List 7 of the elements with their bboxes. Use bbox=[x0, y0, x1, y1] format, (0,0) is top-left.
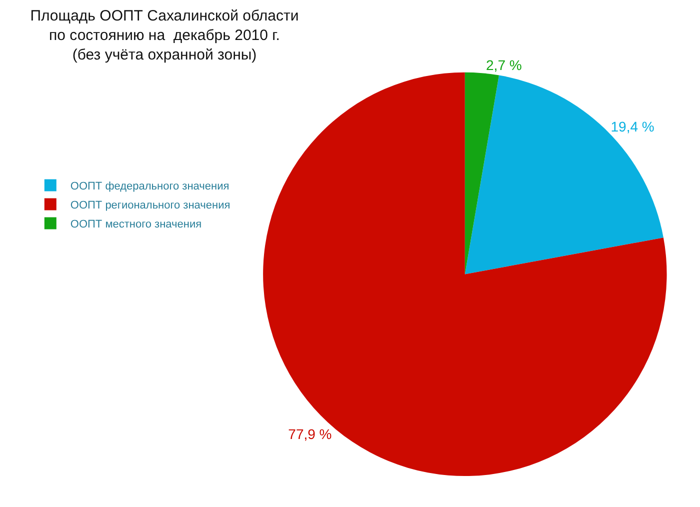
data-label: 77,9 % bbox=[288, 426, 332, 442]
legend-label: ООПТ федерального значения bbox=[70, 180, 230, 192]
legend-label: ООПТ регионального значения bbox=[70, 200, 230, 212]
data-label: 19,4 % bbox=[610, 118, 654, 135]
data-label: 2,7 % bbox=[486, 57, 522, 74]
chart-title: Площадь ООПТ Сахалинской области по состоянию на декабрь 2010 г. (без учёта охранной зоны) bbox=[30, 7, 299, 64]
legend-label: ООПТ местного значения bbox=[70, 218, 202, 230]
